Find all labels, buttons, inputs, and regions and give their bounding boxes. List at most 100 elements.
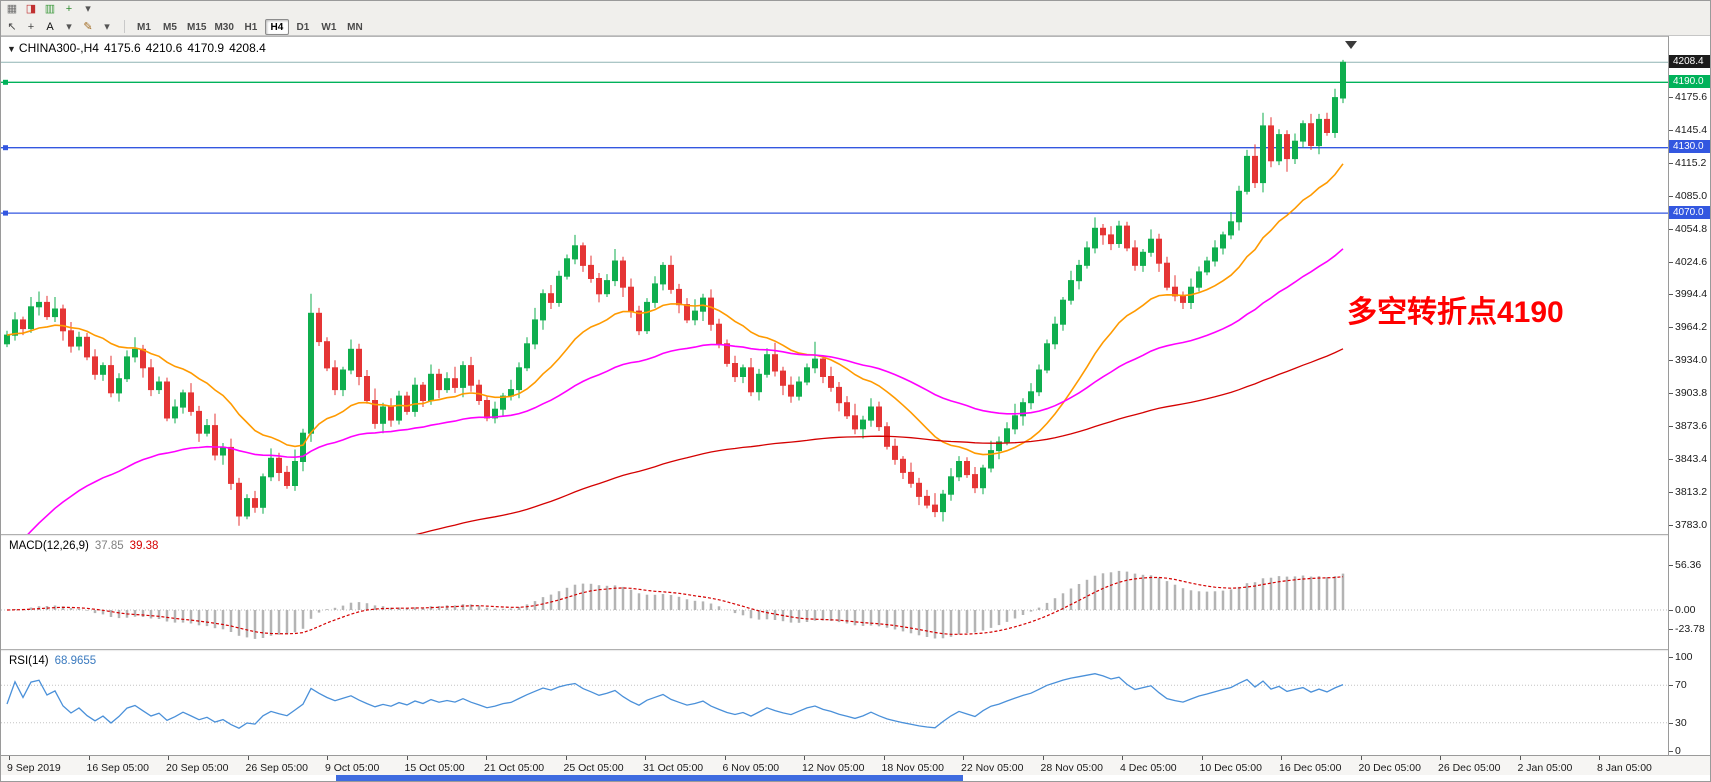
chart-menu-arrow-icon[interactable]: ▼ xyxy=(7,44,16,54)
crosshair-icon[interactable]: + xyxy=(27,20,35,33)
timeframe-button-h1[interactable]: H1 xyxy=(244,21,258,33)
pen-icon[interactable]: ✎ xyxy=(83,20,93,33)
time-axis-tick xyxy=(645,756,646,760)
time-axis-tick xyxy=(883,756,885,760)
macd-chart[interactable] xyxy=(1,537,1668,649)
price-axis-label: 30 xyxy=(1675,716,1687,729)
time-axis-label: 28 Nov 05:00 xyxy=(1040,762,1103,774)
timeframe-button-h4[interactable]: H4 xyxy=(264,18,289,35)
time-axis-label: 16 Dec 05:00 xyxy=(1279,762,1342,774)
axis-tick xyxy=(1669,629,1673,631)
rsi-value: 68.9655 xyxy=(54,655,97,667)
chart-title: ▼ CHINA300-,H4 4175.6 4210.6 4170.9 4208.4 xyxy=(7,41,266,55)
price-axis-label: 0 xyxy=(1675,745,1681,757)
axis-tick xyxy=(1669,751,1673,752)
hline-price-badge: 4190.0 xyxy=(1669,74,1710,88)
hline-price-badge: 4130.0 xyxy=(1669,140,1710,154)
candlestick-chart[interactable] xyxy=(1,37,1668,535)
macd-signal-line xyxy=(6,576,1344,635)
hline-handle xyxy=(3,210,8,216)
rsi-line xyxy=(6,673,1344,729)
macd-main-value: 37.85 xyxy=(94,540,124,552)
price-axis-label: 100 xyxy=(1675,651,1693,663)
rsi-panel[interactable]: RSI(14) 68.9655 xyxy=(1,652,1668,755)
shapes-dropdown-icon[interactable]: ▾ xyxy=(66,20,72,33)
price-axis-label: 3783.0 xyxy=(1675,518,1708,531)
time-axis-tick xyxy=(565,756,567,760)
time-axis-tick xyxy=(1122,756,1123,760)
price-axis-label: 0.00 xyxy=(1675,604,1696,616)
chart-text-annotation[interactable]: 多空转折点4190 xyxy=(1347,296,1564,329)
toolbar: ▦ ◨ ▥ + ▾ ↖ + A ▾ ✎ ▾ M1 M5 M15 M30 H1 H4 D1 W1 MN xyxy=(1,1,1710,36)
timeframe-button-m30[interactable]: M30 xyxy=(214,21,234,33)
rsi-label: RSI(14) xyxy=(9,655,49,667)
price-axis-label: 3873.6 xyxy=(1675,420,1708,433)
timeframe-button-m1[interactable]: M1 xyxy=(137,21,151,33)
indicators-icon[interactable]: + xyxy=(65,3,73,15)
candles-layer xyxy=(4,59,1346,526)
time-axis-label: 20 Dec 05:00 xyxy=(1358,762,1421,774)
toolbar-separator xyxy=(124,20,125,33)
ema-slow-line xyxy=(411,348,1344,535)
price-axis-label: 70 xyxy=(1675,679,1687,692)
axis-tick xyxy=(1669,610,1673,611)
price-axis-label: 4145.4 xyxy=(1675,123,1708,136)
time-axis-label: 18 Nov 05:00 xyxy=(881,762,944,774)
panel-splitter-macd[interactable] xyxy=(1,534,1710,537)
time-axis-tick xyxy=(1281,756,1282,760)
toolbar-row-1: ▦ ◨ ▥ + ▾ xyxy=(1,1,1710,17)
macd-panel[interactable]: MACD(12,26,9) 37.85 39.38 xyxy=(1,537,1668,649)
rsi-chart[interactable] xyxy=(1,652,1668,755)
pen-dropdown-icon[interactable]: ▾ xyxy=(104,20,110,33)
timeframe-button-d1[interactable]: D1 xyxy=(296,21,310,33)
current-price-badge: 4208.4 xyxy=(1669,54,1710,68)
time-axis-label: 6 Nov 05:00 xyxy=(722,762,780,774)
price-axis-label: 3934.0 xyxy=(1675,354,1708,367)
hline-handle xyxy=(3,145,8,151)
chart-window-icon[interactable]: ▥ xyxy=(44,3,56,15)
axis-tick xyxy=(1669,327,1673,329)
time-axis-tick xyxy=(406,756,408,760)
time-axis-tick xyxy=(1201,756,1203,760)
axis-tick xyxy=(1669,393,1673,395)
price-axis-label: -23.78 xyxy=(1675,623,1705,636)
price-axis-label: 4115.2 xyxy=(1675,156,1707,169)
time-axis-label: 16 Sep 05:00 xyxy=(86,762,149,774)
bottom-scrollbar-thumb[interactable] xyxy=(336,775,963,781)
chart-shift-marker xyxy=(1345,41,1357,49)
axis-tick xyxy=(1669,195,1673,197)
panel-splitter-rsi[interactable] xyxy=(1,649,1710,652)
dropdown-arrow-icon[interactable]: ▾ xyxy=(85,3,91,15)
cursor-icon[interactable]: ↖ xyxy=(7,20,17,33)
time-axis-tick xyxy=(486,756,487,760)
price-axis-label: 4085.0 xyxy=(1675,189,1708,202)
price-axis-label: 4175.6 xyxy=(1675,91,1708,103)
time-axis-tick xyxy=(804,756,805,760)
time-axis-label: 20 Sep 05:00 xyxy=(166,762,229,774)
time-axis-label: 9 Oct 05:00 xyxy=(325,762,380,774)
time-axis-label: 25 Oct 05:00 xyxy=(563,762,624,774)
time-axis-label: 21 Oct 05:00 xyxy=(484,762,545,774)
axis-tick xyxy=(1669,564,1673,566)
price-chart-panel[interactable]: ▼ CHINA300-,H4 4175.6 4210.6 4170.9 4208.4 多空… xyxy=(1,36,1668,535)
axis-tick xyxy=(1669,97,1673,98)
time-axis-label: 2 Jan 05:00 xyxy=(1517,762,1573,774)
timeframe-button-w1[interactable]: W1 xyxy=(321,21,337,33)
time-axis[interactable]: 9 Sep 2019 16 Sep 05:00 20 Sep 05:00 26 Sep… xyxy=(1,755,1710,775)
macd-histogram xyxy=(13,570,1345,639)
time-axis-tick xyxy=(88,756,90,760)
ticker-grid-icon[interactable]: ▦ xyxy=(6,3,18,15)
timeframe-button-m15[interactable]: M15 xyxy=(187,21,207,33)
axis-tick xyxy=(1669,722,1673,724)
axis-tick xyxy=(1669,426,1673,428)
time-axis-tick xyxy=(724,756,726,760)
rsi-title: RSI(14) 68.9655 xyxy=(9,655,96,667)
time-axis-label: 9 Sep 2019 xyxy=(7,762,61,774)
new-order-icon[interactable]: ◨ xyxy=(25,3,37,15)
text-tool-icon[interactable]: A xyxy=(46,20,54,33)
timeframe-button-m5[interactable]: M5 xyxy=(163,21,177,33)
time-axis-tick xyxy=(963,756,964,760)
timeframe-button-mn[interactable]: MN xyxy=(347,21,363,33)
price-axis[interactable]: 4175.6 4145.4 4115.2 4085.0 4054.8 4024.6 3994… xyxy=(1668,36,1710,757)
